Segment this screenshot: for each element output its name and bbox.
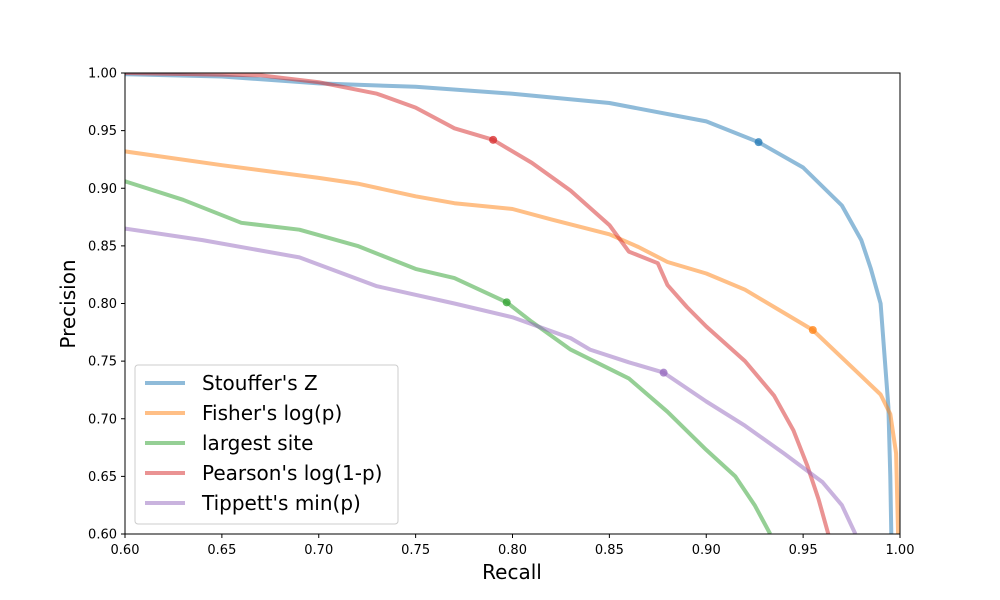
y-tick-label: 0.65 bbox=[88, 470, 117, 485]
legend-label-1: Stouffer's Z bbox=[202, 371, 318, 395]
y-axis-label: Precision bbox=[56, 259, 80, 348]
y-tick-label: 0.80 bbox=[88, 297, 117, 312]
legend-label-5: Tippett's min(p) bbox=[201, 491, 361, 515]
legend-label-3: largest site bbox=[202, 431, 313, 455]
series-1-line bbox=[125, 73, 894, 534]
legend-label-2: Fisher's log(p) bbox=[202, 401, 342, 425]
legend-label-4: Pearson's log(1-p) bbox=[202, 461, 382, 485]
x-tick-label: 1.00 bbox=[886, 543, 915, 558]
series-5-marker bbox=[659, 368, 668, 377]
y-tick-label: 0.75 bbox=[88, 355, 117, 370]
y-tick-label: 0.70 bbox=[88, 412, 117, 427]
x-axis-label: Recall bbox=[482, 560, 542, 584]
series-4-line bbox=[125, 73, 831, 534]
y-tick-label: 1.00 bbox=[88, 67, 117, 82]
y-axis: 0.60 0.65 0.70 0.75 0.80 0.85 0.90 0.95 1.00 bbox=[88, 67, 125, 543]
x-tick-label: 0.65 bbox=[207, 543, 236, 558]
y-tick-label: 0.95 bbox=[88, 124, 117, 139]
legend: Stouffer's Z Fisher's log(p) largest site P… bbox=[134, 364, 399, 525]
series-3-marker bbox=[502, 298, 511, 307]
series-layer bbox=[125, 73, 900, 534]
series-3-line bbox=[125, 179, 772, 534]
y-tick-label: 0.85 bbox=[88, 239, 117, 254]
x-axis: 0.60 0.65 0.70 0.75 0.80 0.85 0.90 0.95 1.00 bbox=[111, 534, 915, 558]
x-tick-label: 0.95 bbox=[789, 543, 818, 558]
legend-box bbox=[134, 364, 399, 525]
x-tick-label: 0.80 bbox=[498, 543, 527, 558]
x-tick-label: 0.85 bbox=[595, 543, 624, 558]
y-tick-label: 0.60 bbox=[88, 528, 117, 543]
series-2-line bbox=[125, 149, 900, 534]
series-4-marker bbox=[489, 135, 498, 144]
series-2-marker bbox=[808, 326, 817, 335]
series-1-marker bbox=[754, 138, 763, 147]
x-tick-label: 0.90 bbox=[692, 543, 721, 558]
x-tick-label: 0.75 bbox=[401, 543, 430, 558]
x-tick-label: 0.60 bbox=[111, 543, 140, 558]
series-5-line bbox=[125, 226, 858, 534]
x-tick-label: 0.70 bbox=[304, 543, 333, 558]
y-tick-label: 0.90 bbox=[88, 182, 117, 197]
